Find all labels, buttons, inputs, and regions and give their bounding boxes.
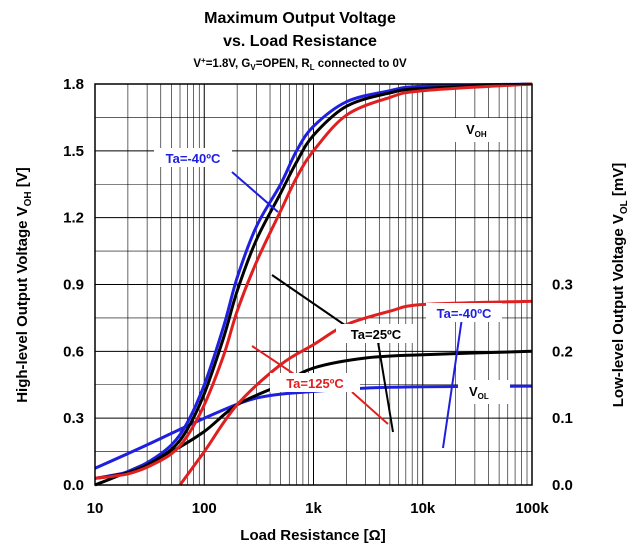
- y-left-tick-label: 0.3: [63, 410, 84, 427]
- x-axis-label: Load Resistance [Ω]: [240, 527, 385, 544]
- arrow-25-voh: [271, 274, 353, 331]
- y-right-tick-labels: 0.0 0.1 0.2 0.3: [552, 277, 573, 495]
- subtitle-part-2: =1.8V, G: [206, 58, 251, 70]
- subtitle-part-5: L: [310, 63, 315, 72]
- arrow-125-voh: [251, 345, 301, 379]
- y-left-label-unit: [V]: [14, 167, 31, 191]
- chart-title-line2: vs. Load Resistance: [223, 33, 377, 50]
- y-left-axis-label: High-level Output Voltage VOH [V]: [14, 167, 34, 403]
- subtitle-part-1: +: [201, 56, 206, 65]
- y-left-tick-label: 1.2: [63, 210, 84, 227]
- voh-tag-sub: OH: [475, 130, 487, 139]
- subtitle-part-0: V: [193, 58, 201, 70]
- y-left-tick-label: 0.0: [63, 477, 84, 494]
- plot-frame: [94, 83, 533, 486]
- label-ta-25: Ta=25ºC: [351, 327, 402, 342]
- x-tick-label: 10: [87, 500, 104, 517]
- arrow-125-vol: [351, 391, 389, 425]
- annotation-labels: Ta=-40ºC Ta=25ºC Ta=125ºC Ta=-40ºC VOH V…: [154, 118, 510, 404]
- grid: [95, 84, 532, 485]
- x-tick-label: 10k: [410, 500, 436, 517]
- x-tick-label: 100: [192, 500, 217, 517]
- label-vol-tag: VOL: [469, 384, 489, 401]
- label-ta-m40-voh: Ta=-40ºC: [166, 151, 221, 166]
- label-voh-tag: VOH: [466, 122, 487, 139]
- subtitle-part-3: V: [250, 63, 256, 72]
- y-right-tick-label: 0.1: [552, 410, 573, 427]
- voh-line-series-1: [94, 82, 533, 480]
- y-left-tick-label: 0.6: [63, 343, 84, 360]
- vol-line-series-0: [94, 384, 533, 470]
- y-right-label-sub: OL: [619, 200, 630, 214]
- subtitle-part-6: connected to 0V: [315, 58, 407, 70]
- annotation-arrows: [231, 171, 463, 449]
- x-tick-labels: 10 100 1k 10k 100k: [87, 500, 550, 517]
- y-left-label-main: High-level Output Voltage V: [14, 206, 31, 402]
- y-left-tick-label: 1.8: [63, 76, 84, 93]
- vol-tag-sub: OL: [478, 392, 489, 401]
- voh-line-series-2: [94, 82, 533, 480]
- y-right-tick-label: 0.2: [552, 343, 573, 360]
- plot-lines: [94, 82, 533, 487]
- arrow-m40-voh: [231, 171, 279, 213]
- label-ta-m40-vol: Ta=-40ºC: [437, 306, 492, 321]
- chart-title-line1: Maximum Output Voltage: [204, 10, 396, 27]
- chart-subtitle: V+=1.8V, GV=OPEN, RL connected to 0V: [193, 56, 407, 72]
- y-right-tick-label: 0.0: [552, 477, 573, 494]
- arrow-25-vol: [377, 341, 394, 433]
- y-right-label-unit: [mV]: [610, 163, 627, 201]
- vol-tag-main: V: [469, 384, 478, 399]
- y-left-label-sub: OH: [23, 191, 34, 206]
- voh-tag-main: V: [466, 122, 475, 137]
- vol-line-series-2: [178, 299, 533, 486]
- y-left-tick-label: 0.9: [63, 277, 84, 294]
- y-right-tick-label: 0.3: [552, 277, 573, 294]
- y-right-label-main: Low-level Output Voltage V: [610, 214, 627, 407]
- y-right-axis-label: Low-level Output Voltage VOL [mV]: [610, 163, 630, 407]
- voh-line-series-0: [94, 82, 533, 480]
- x-tick-label: 1k: [305, 500, 322, 517]
- x-tick-label: 100k: [515, 500, 549, 517]
- y-left-tick-label: 1.5: [63, 143, 84, 160]
- subtitle-part-4: =OPEN, R: [256, 58, 311, 70]
- label-ta-125: Ta=125ºC: [286, 376, 344, 391]
- y-left-tick-labels: 0.0 0.3 0.6 0.9 1.2 1.5 1.8: [63, 76, 84, 494]
- arrow-m40-vol: [442, 317, 463, 449]
